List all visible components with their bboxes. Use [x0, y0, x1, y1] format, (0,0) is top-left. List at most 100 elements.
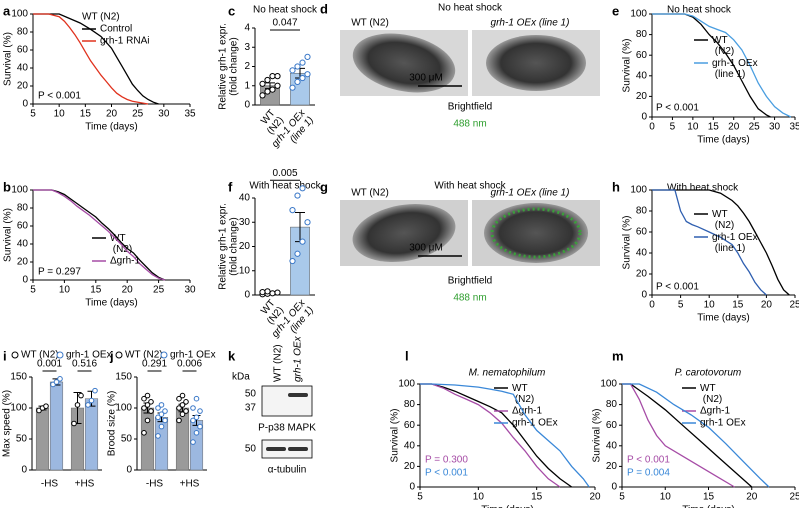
x-axis-label: Time (days): [682, 505, 734, 508]
data-point: [144, 402, 151, 408]
y-tick-label: 40: [17, 239, 29, 250]
scale-label: 300 μM: [409, 243, 443, 254]
p-value: P < 0.001: [656, 282, 699, 293]
data-point: [269, 290, 276, 297]
p-value: P < 0.001: [425, 468, 468, 479]
y-tick-label: 0: [611, 482, 617, 493]
data-point: [162, 408, 168, 414]
data-point: [264, 288, 271, 295]
y-tick-label: 20: [17, 81, 29, 92]
data-point: [289, 257, 296, 265]
x-tick-label: -HS: [41, 479, 59, 490]
legend-swatch: [11, 351, 19, 359]
data-point: [197, 408, 203, 414]
unit-label: kDa: [232, 372, 250, 383]
legend-title: WT (N2): [82, 12, 120, 23]
y-axis-label: Relative grh-1 expr.: [218, 203, 229, 290]
data-point: [144, 392, 151, 399]
survival-curve: [33, 189, 166, 281]
image-label: grh-1 OEx (line 1): [491, 18, 570, 29]
data-point: [269, 73, 276, 80]
data-point: [92, 387, 98, 394]
data-point: [179, 411, 186, 418]
survival-curve: [420, 383, 590, 488]
data-point: [176, 417, 182, 424]
data-point: [197, 423, 203, 430]
x-tick-label: 30: [184, 285, 196, 296]
significance-label: 0.006: [177, 359, 202, 370]
significance-label: 0.047: [272, 18, 297, 29]
legend-label: grh-1 OEx: [700, 418, 746, 429]
data-point: [304, 53, 311, 60]
data-point: [304, 219, 311, 226]
bar: [49, 381, 64, 471]
band: [266, 447, 286, 451]
panel-label: d: [320, 1, 328, 16]
legend-label: WT (N2): [110, 233, 132, 255]
x-tick-label: 20: [746, 492, 758, 503]
y-axis-label: (fold change): [229, 217, 240, 275]
channel-label: 488 nm: [453, 293, 486, 304]
y-tick-label: 100: [398, 379, 415, 390]
y-tick-label: 4: [244, 23, 250, 34]
p-value: P < 0.001: [627, 455, 670, 466]
survival-curve: [652, 189, 767, 296]
y-tick-label: 80: [636, 29, 648, 40]
y-tick-label: 30: [239, 217, 251, 228]
data-point: [259, 92, 266, 99]
y-tick-label: 0: [409, 482, 415, 493]
y-tick-label: 20: [636, 269, 648, 280]
legend-label: WT (N2): [712, 209, 734, 231]
y-tick-label: 60: [17, 221, 29, 232]
data-point: [289, 84, 296, 91]
data-point: [294, 78, 301, 86]
chart-title: No heat shock: [253, 5, 318, 16]
p-value: P = 0.004: [627, 468, 670, 479]
y-axis-label: (fold change): [229, 37, 240, 95]
data-point: [158, 402, 165, 408]
x-tick-label: 25: [749, 122, 761, 133]
data-point: [148, 399, 154, 405]
data-point: [299, 238, 306, 245]
x-tick-label: 35: [789, 122, 799, 133]
x-tick-label: 10: [687, 122, 699, 133]
data-point: [78, 392, 84, 399]
y-tick-label: 0: [22, 275, 28, 286]
data-point: [162, 417, 168, 424]
x-tick-label: 5: [670, 122, 676, 133]
image-label: WT (N2): [351, 188, 389, 199]
chart-title: With heat shock: [667, 183, 739, 194]
x-tick-label: 25: [789, 492, 799, 503]
y-tick-label: 0: [126, 465, 132, 476]
band-label: P-p38 MAPK: [258, 423, 316, 434]
y-tick-label: 100: [10, 403, 27, 414]
y-axis-label: Brood size (%): [107, 391, 118, 457]
panel-label: h: [612, 179, 620, 194]
survival-curve: [420, 383, 561, 488]
band-label: α-tubulin: [268, 465, 307, 476]
y-tick-label: 40: [606, 440, 618, 451]
y-tick-label: 100: [11, 185, 28, 196]
y-tick-label: 150: [10, 372, 27, 383]
y-axis-label: Max speed (%): [2, 390, 13, 457]
y-tick-label: 20: [636, 91, 648, 102]
data-point: [274, 289, 281, 296]
data-point: [304, 71, 311, 78]
significance-label: 0.516: [72, 359, 97, 370]
y-tick-label: 10: [239, 265, 251, 276]
data-point: [299, 74, 306, 82]
data-point: [294, 250, 301, 257]
data-point: [88, 397, 95, 404]
data-point: [155, 405, 161, 411]
y-axis-label: Survival (%): [592, 409, 603, 463]
x-tick-label: 15: [703, 492, 715, 503]
legend-label: WT (N2): [700, 383, 722, 405]
gfp-signal: [490, 207, 582, 259]
y-tick-label: 40: [239, 193, 251, 204]
x-tick-label: +HS: [180, 479, 200, 490]
x-tick-label: 20: [106, 109, 118, 120]
y-tick-label: 50: [121, 434, 133, 445]
y-tick-label: 2: [244, 61, 250, 72]
data-point: [294, 192, 301, 199]
y-tick-label: 3: [244, 42, 250, 53]
